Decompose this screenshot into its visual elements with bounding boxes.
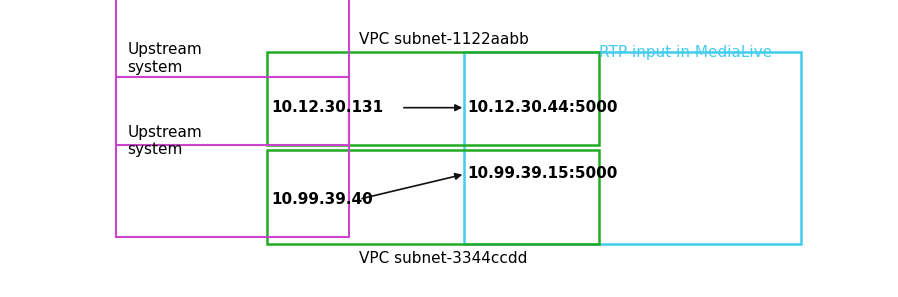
Text: Upstream
system: Upstream system (128, 125, 202, 157)
Text: VPC subnet-1122aabb: VPC subnet-1122aabb (359, 32, 529, 47)
Text: Upstream
system: Upstream system (128, 42, 202, 75)
Text: 10.12.30.131: 10.12.30.131 (271, 100, 383, 115)
Text: VPC subnet-3344ccdd: VPC subnet-3344ccdd (359, 251, 528, 266)
Text: 10.12.30.44:5000: 10.12.30.44:5000 (467, 100, 618, 115)
Text: RTP input in MediaLive: RTP input in MediaLive (600, 45, 772, 60)
Text: 10.99.39.15:5000: 10.99.39.15:5000 (467, 167, 618, 181)
Text: 10.99.39.40: 10.99.39.40 (271, 192, 373, 207)
